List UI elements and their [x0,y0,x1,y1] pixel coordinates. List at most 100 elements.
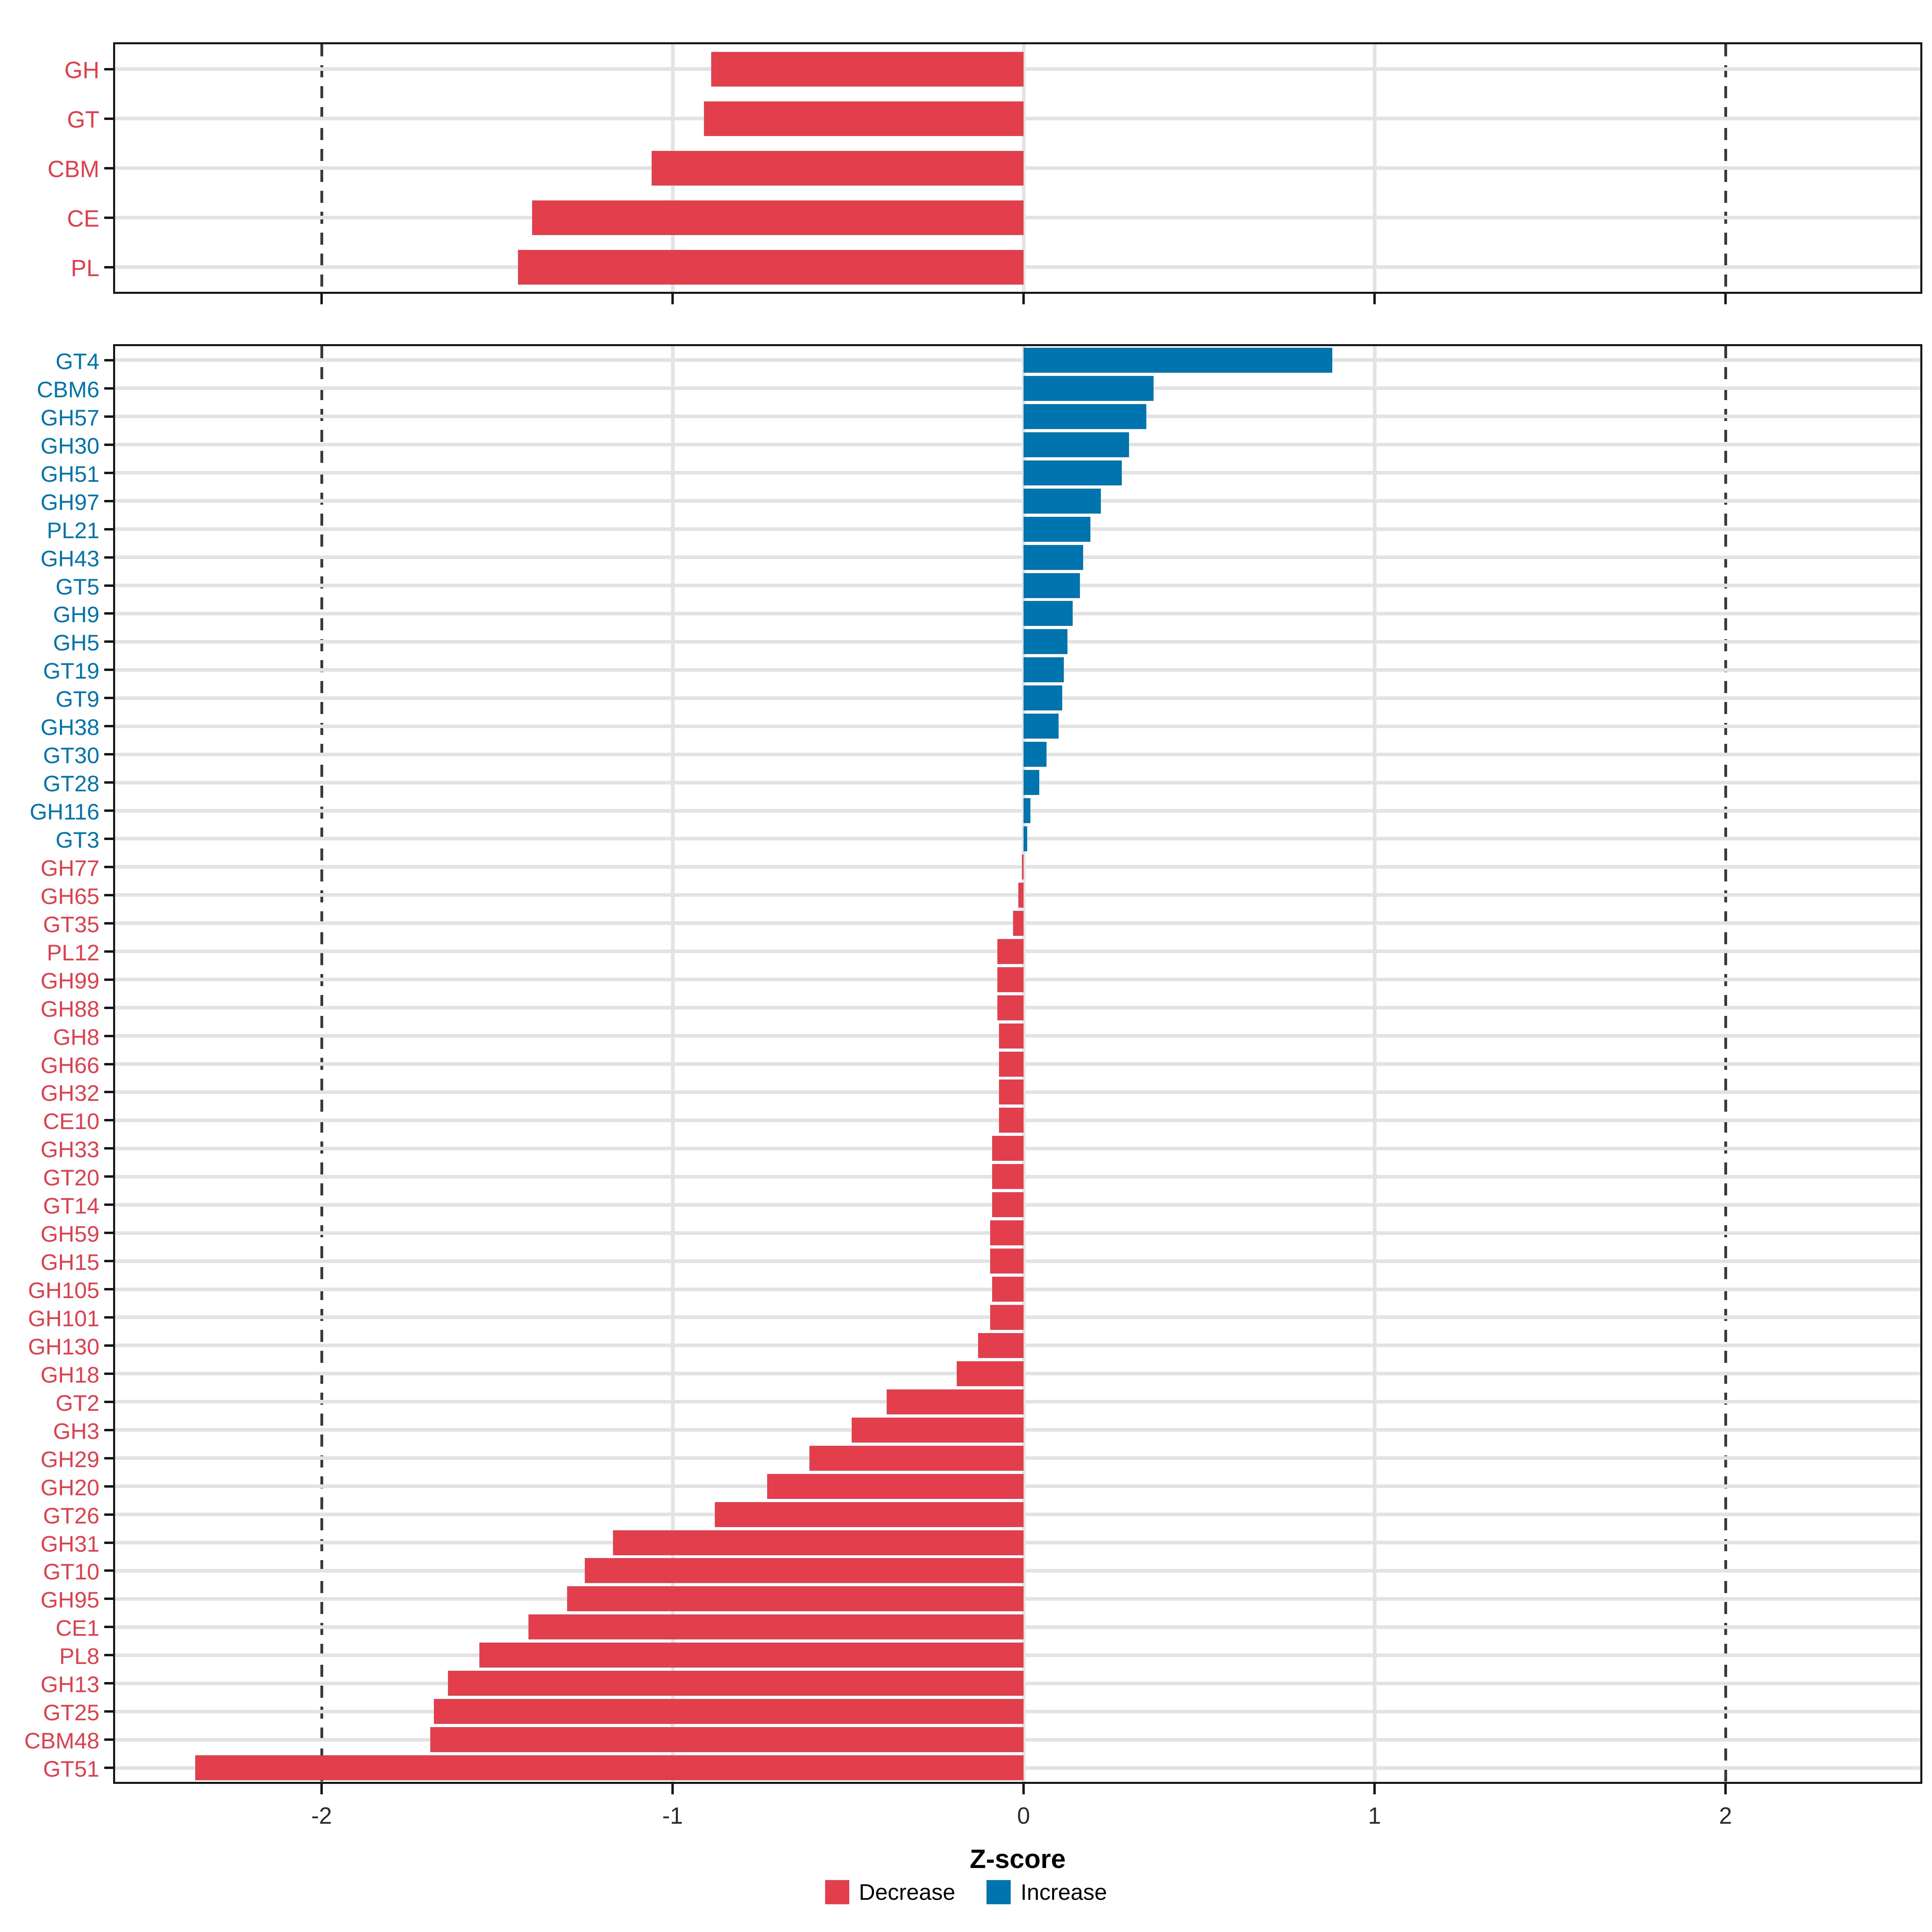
y-tick [104,612,113,615]
row-label-GH99: GH99 [40,968,99,993]
y-tick [104,865,113,868]
x-tick [320,294,323,304]
row-label-GH9: GH9 [53,602,99,627]
row-label-GH31: GH31 [40,1531,99,1556]
row-label-GH: GH [64,57,99,83]
y-tick [104,266,113,268]
row-label-GT30: GT30 [43,743,99,768]
bar-GH30 [1024,432,1129,457]
bar-GT26 [714,1502,1024,1527]
bar-GH33 [992,1136,1024,1161]
x-axis-title: Z-score [970,1844,1066,1874]
row-label-GT20: GT20 [43,1165,99,1191]
y-tick [104,584,113,587]
y-gridline [115,527,1920,531]
row-label-GH95: GH95 [40,1587,99,1613]
row-label-GH33: GH33 [40,1137,99,1162]
y-tick [104,1513,113,1516]
y-tick [104,528,113,530]
y-tick [104,781,113,784]
row-label-GH3: GH3 [53,1418,99,1444]
bar-CE1 [528,1614,1024,1640]
row-label-GH20: GH20 [40,1474,99,1500]
bar-GT20 [992,1164,1024,1189]
bar-GH [711,52,1024,87]
bar-GT [704,101,1024,136]
y-tick [104,68,113,70]
bar-GH15 [990,1249,1024,1274]
y-tick [104,1147,113,1150]
y-tick [104,471,113,474]
bar-CE [532,200,1024,235]
row-label-GT9: GT9 [56,686,99,712]
bar-GH31 [613,1530,1024,1555]
x-tick [1373,1784,1376,1794]
row-label-GH77: GH77 [40,855,99,881]
y-gridline [115,555,1920,559]
y-tick [104,922,113,925]
bar-GH65 [1018,882,1024,908]
y-tick [104,1626,113,1629]
y-tick [104,669,113,671]
row-label-GT35: GT35 [43,911,99,937]
bar-GH101 [990,1305,1024,1330]
row-label-GH30: GH30 [40,433,99,458]
bar-GH59 [990,1220,1024,1246]
row-label-GH105: GH105 [28,1278,99,1303]
x-tick [1022,1784,1025,1794]
y-tick [104,1738,113,1741]
bar-GH99 [997,967,1024,992]
bar-GH88 [997,995,1024,1020]
top-panel [113,42,1922,294]
x-tick-label: -1 [662,1803,683,1829]
bar-GH32 [999,1080,1024,1105]
row-label-CBM6: CBM6 [37,376,99,402]
bar-GT4 [1024,347,1333,373]
row-label-GH59: GH59 [40,1221,99,1247]
bottom-panel [113,344,1922,1784]
row-label-GH5: GH5 [53,630,99,656]
row-label-GH13: GH13 [40,1672,99,1697]
bar-GH97 [1024,488,1101,514]
legend-label-decrease: Decrease [859,1879,956,1905]
row-label-PL12: PL12 [47,939,99,965]
y-tick [104,978,113,981]
row-label-GT51: GT51 [43,1756,99,1782]
legend-swatch-decrease [825,1880,849,1904]
x-tick-label: 0 [1017,1803,1030,1829]
row-label-GT19: GT19 [43,658,99,684]
row-label-GT14: GT14 [43,1193,99,1219]
bar-GH130 [978,1333,1024,1358]
bar-PL [518,250,1024,285]
row-label-GT25: GT25 [43,1700,99,1726]
y-gridline [115,499,1920,503]
y-tick [104,556,113,559]
bar-GT25 [434,1699,1024,1724]
row-label-GH57: GH57 [40,405,99,430]
legend: Decrease Increase [0,1879,1932,1905]
bar-GT28 [1024,770,1040,795]
bar-PL21 [1024,516,1090,542]
bar-GT30 [1024,742,1046,767]
row-label-GH18: GH18 [40,1362,99,1387]
y-tick [104,725,113,728]
y-tick [104,1288,113,1291]
bar-CE10 [999,1108,1024,1133]
bar-GH20 [767,1474,1024,1499]
y-tick [104,809,113,812]
bar-GT51 [195,1755,1024,1781]
bar-GT3 [1024,826,1027,851]
row-label-GT26: GT26 [43,1503,99,1528]
bar-GT10 [585,1558,1024,1583]
row-label-GT3: GT3 [56,827,99,852]
y-gridline [115,752,1920,756]
bar-GH57 [1024,404,1147,429]
row-label-PL: PL [71,255,99,281]
y-tick [104,500,113,502]
x-tick-label: 2 [1719,1803,1732,1829]
y-tick [104,1428,113,1431]
x-tick [1022,294,1025,304]
x-tick [671,294,674,304]
y-tick [104,1457,113,1459]
bar-GH8 [999,1023,1024,1049]
